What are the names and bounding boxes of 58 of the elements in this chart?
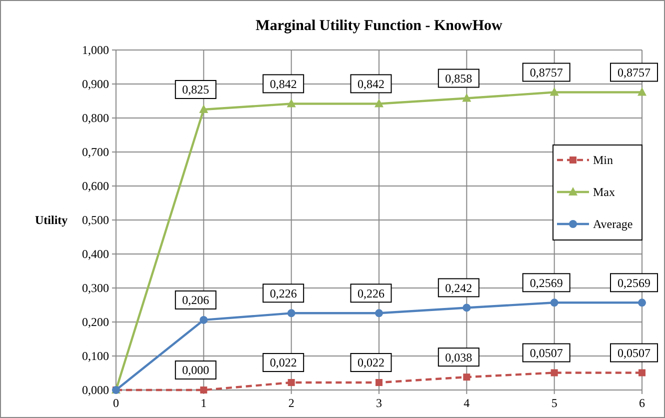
data-label: 0,0507 — [530, 346, 563, 360]
x-tick-label: 5 — [551, 396, 558, 410]
data-label: 0,2569 — [618, 276, 650, 290]
point — [287, 309, 296, 318]
y-tick-label: 0,600 — [82, 179, 109, 194]
point — [638, 298, 646, 307]
y-tick-label: 0,000 — [82, 383, 109, 398]
y-tick-label: 0,200 — [82, 315, 109, 330]
data-label: 0,038 — [445, 350, 472, 364]
data-label: 0,226 — [358, 286, 384, 300]
x-tick-label: 3 — [376, 396, 382, 410]
data-label: 0,825 — [182, 82, 210, 97]
y-tick-label: 0,700 — [82, 145, 109, 160]
data-label: 0,8757 — [618, 65, 650, 80]
legend-label: Average — [593, 217, 633, 232]
data-label: 0,000 — [182, 363, 210, 378]
x-tick-label: 4 — [464, 396, 470, 410]
point — [376, 379, 382, 386]
x-tick-label: 1 — [200, 396, 207, 410]
point — [550, 298, 558, 307]
point — [550, 369, 558, 376]
y-tick-label: 1,000 — [82, 43, 109, 58]
data-label: 0,842 — [270, 76, 297, 91]
data-label: 0,2569 — [530, 276, 563, 290]
point — [550, 87, 559, 96]
point — [374, 98, 384, 108]
data-label: 0,206 — [182, 293, 210, 308]
point — [638, 369, 646, 376]
x-tick-label: 2 — [288, 396, 294, 410]
point — [463, 374, 470, 381]
point — [200, 316, 208, 324]
data-label: 0,842 — [358, 76, 384, 91]
point — [462, 93, 472, 102]
y-tick-label: 0,400 — [82, 247, 109, 262]
point — [638, 87, 646, 96]
y-tick-label: 0,500 — [82, 213, 109, 228]
chart-title: Marginal Utility Function - KnowHow — [256, 18, 502, 34]
data-label: 0,0507 — [618, 346, 650, 360]
y-tick-label: 0,100 — [82, 349, 109, 364]
data-label: 0,858 — [445, 71, 472, 86]
point — [199, 104, 208, 113]
point — [375, 309, 383, 318]
legend-label: Min — [593, 153, 614, 168]
y-tick-label: 0,800 — [82, 111, 109, 126]
point — [462, 304, 471, 312]
y-axis-title: Utility — [35, 213, 68, 228]
data-label: 0,8757 — [530, 65, 563, 80]
y-tick-label: 0,300 — [82, 281, 109, 296]
data-label: 0,242 — [445, 280, 472, 295]
x-tick-label: 6 — [639, 396, 645, 410]
point — [286, 98, 296, 108]
data-label: 0,022 — [358, 356, 384, 370]
legend-label: Max — [593, 185, 615, 200]
data-label: 0,022 — [270, 356, 297, 370]
data-label: 0,226 — [270, 286, 297, 300]
x-tick-label: 0 — [113, 396, 119, 410]
point — [288, 379, 295, 386]
y-tick-label: 0,900 — [82, 77, 109, 92]
